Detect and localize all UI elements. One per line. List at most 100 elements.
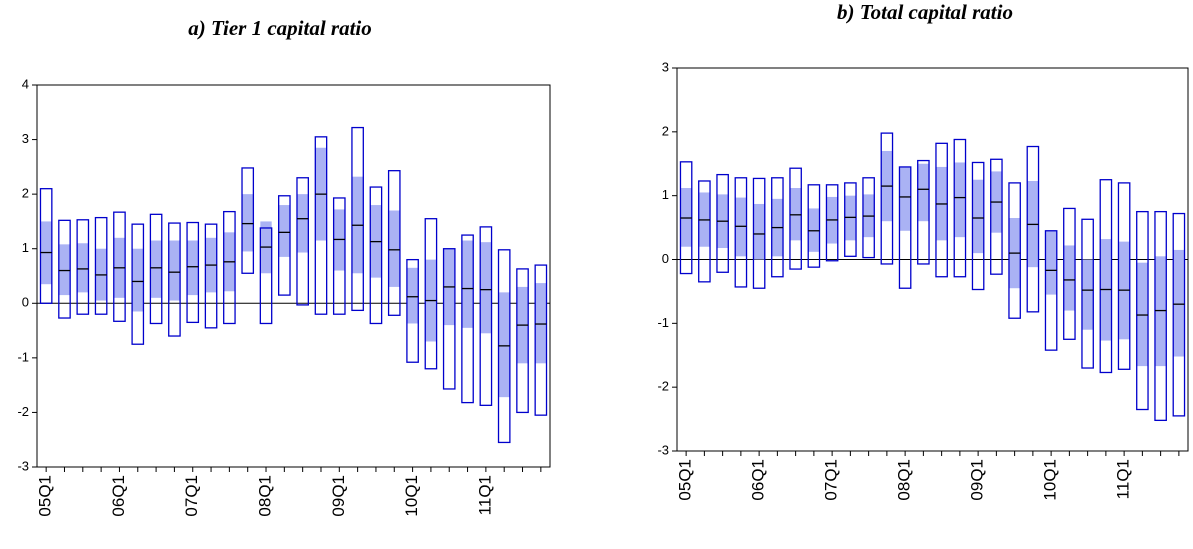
- band: [535, 283, 547, 364]
- band: [461, 240, 474, 328]
- band: [954, 162, 966, 238]
- range-box: [516, 268, 529, 414]
- band: [498, 292, 510, 398]
- y-tick-label: -3: [657, 442, 669, 457]
- band: [296, 194, 309, 253]
- band: [972, 179, 984, 254]
- x-tick-label: 09Q1: [968, 459, 987, 501]
- range-box: [149, 213, 163, 325]
- y-tick-label: 1: [662, 187, 669, 202]
- range-box: [406, 258, 419, 363]
- range-box: [1172, 212, 1186, 417]
- band: [388, 210, 400, 287]
- range-box: [1154, 210, 1167, 422]
- range-box: [76, 219, 90, 315]
- range-box: [1081, 218, 1094, 369]
- x-tick-label: 08Q1: [895, 459, 914, 501]
- range-box: [259, 227, 273, 325]
- x-tick-label: 11Q1: [1114, 459, 1133, 499]
- band: [132, 248, 144, 312]
- band: [278, 205, 291, 257]
- y-tick-label: -3: [17, 458, 29, 473]
- y-tick-label: 3: [662, 59, 669, 74]
- range-box: [94, 216, 108, 315]
- range-box: [990, 158, 1003, 275]
- x-tick-label: 10Q1: [1041, 459, 1060, 501]
- range-box: [39, 188, 53, 304]
- x-tick-label: 08Q1: [256, 475, 275, 517]
- range-box: [1026, 145, 1040, 313]
- plot-frame: [36, 84, 551, 468]
- range-box: [351, 126, 364, 312]
- band: [899, 166, 911, 231]
- range-box: [1063, 207, 1076, 340]
- range-box: [278, 195, 291, 296]
- range-box: [1099, 179, 1113, 374]
- band: [150, 240, 162, 298]
- range-box: [186, 221, 200, 324]
- x-tick-label: 07Q1: [182, 475, 201, 517]
- range-box: [935, 142, 948, 278]
- x-tick-label: 06Q1: [109, 475, 128, 517]
- range-box: [113, 211, 126, 322]
- chart-title: a) Tier 1 capital ratio: [188, 16, 372, 40]
- x-tick-label: 11Q1: [475, 475, 494, 515]
- y-tick-label: 1: [22, 240, 29, 255]
- band: [168, 240, 181, 301]
- range-box: [1136, 210, 1149, 411]
- range-box: [314, 136, 328, 315]
- range-box: [862, 177, 875, 259]
- x-tick-label: 05Q1: [36, 475, 55, 517]
- y-tick-label: 0: [662, 251, 669, 266]
- y-tick-label: -1: [657, 315, 669, 330]
- range-box: [898, 166, 912, 289]
- band: [406, 267, 419, 324]
- range-box: [807, 184, 821, 268]
- band: [58, 244, 71, 296]
- range-box: [698, 180, 711, 283]
- range-box: [917, 159, 930, 265]
- range-box: [825, 184, 839, 262]
- y-tick-label: 4: [22, 76, 29, 91]
- y-tick-label: -2: [657, 379, 669, 394]
- y-tick-label: 0: [22, 295, 29, 310]
- y-tick-label: 2: [22, 186, 29, 201]
- band: [187, 240, 199, 296]
- band: [1063, 245, 1076, 311]
- range-box: [734, 177, 748, 288]
- range-box: [387, 170, 401, 316]
- range-box: [332, 197, 346, 315]
- range-box: [1117, 182, 1131, 370]
- y-tick-label: -1: [17, 349, 29, 364]
- range-box: [369, 186, 383, 325]
- y-tick-label: 3: [22, 131, 29, 146]
- band: [1081, 259, 1094, 330]
- chart-title: b) Total capital ratio: [837, 0, 1013, 24]
- range-box: [223, 210, 236, 325]
- band: [1045, 230, 1057, 295]
- range-box: [168, 222, 181, 337]
- range-box: [204, 223, 218, 329]
- x-tick-label: 06Q1: [749, 459, 768, 501]
- band: [917, 163, 930, 222]
- range-box: [131, 223, 145, 345]
- band: [480, 242, 492, 334]
- range-box: [1008, 182, 1021, 319]
- band: [1173, 249, 1185, 357]
- range-box: [424, 218, 438, 370]
- band: [77, 243, 89, 293]
- range-box: [241, 167, 255, 274]
- x-tick-label: 05Q1: [676, 459, 695, 501]
- range-box: [789, 167, 802, 270]
- range-box: [296, 177, 309, 306]
- range-box: [880, 132, 894, 265]
- band: [753, 203, 765, 260]
- range-box: [844, 182, 857, 257]
- x-tick-label: 07Q1: [822, 459, 841, 501]
- range-box: [442, 248, 456, 390]
- range-box: [953, 138, 967, 278]
- y-tick-label: 2: [662, 123, 669, 138]
- range-box: [479, 226, 493, 406]
